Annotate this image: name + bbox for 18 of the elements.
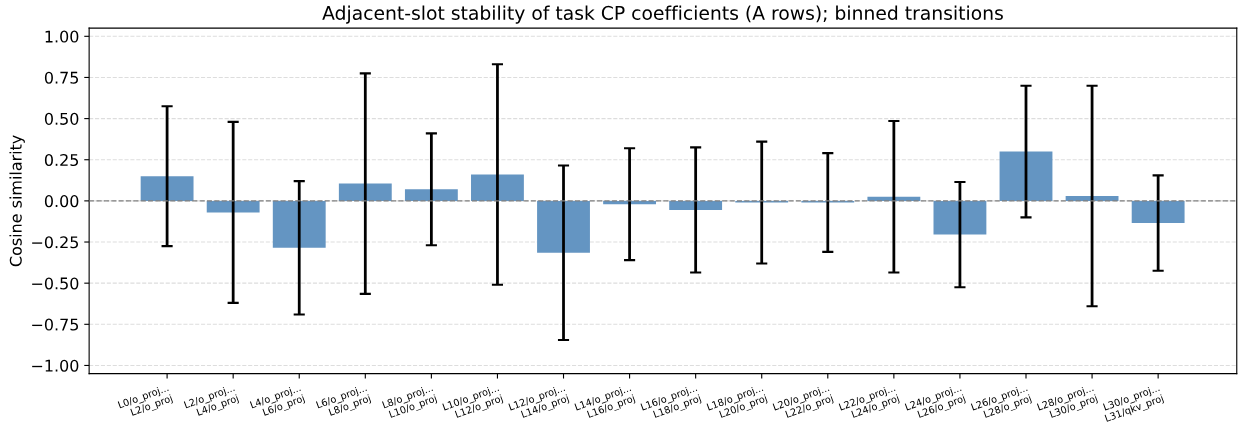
y-tick-label: 0.75 (44, 71, 79, 84)
y-tick-label: −0.75 (32, 318, 79, 331)
y-tick-label: −0.25 (32, 236, 79, 249)
y-tick-label: −0.50 (32, 277, 79, 290)
bar (471, 174, 524, 201)
y-tick-label: 0.25 (44, 153, 79, 167)
chart-title: Adjacent-slot stability of task CP coefficients (A rows); binned transitions (322, 5, 1003, 24)
bar (140, 176, 194, 201)
bar (537, 200, 590, 253)
bar (272, 200, 326, 248)
y-tick-label: 1.00 (45, 30, 79, 43)
bar (1131, 200, 1185, 224)
bar (999, 151, 1053, 201)
bar (933, 200, 987, 235)
y-tick-label: 0.00 (44, 195, 79, 208)
y-axis-title: Cosine similarity (9, 135, 25, 267)
y-tick-label: 0.50 (44, 112, 79, 125)
y-tick-label: −1.00 (32, 359, 79, 372)
